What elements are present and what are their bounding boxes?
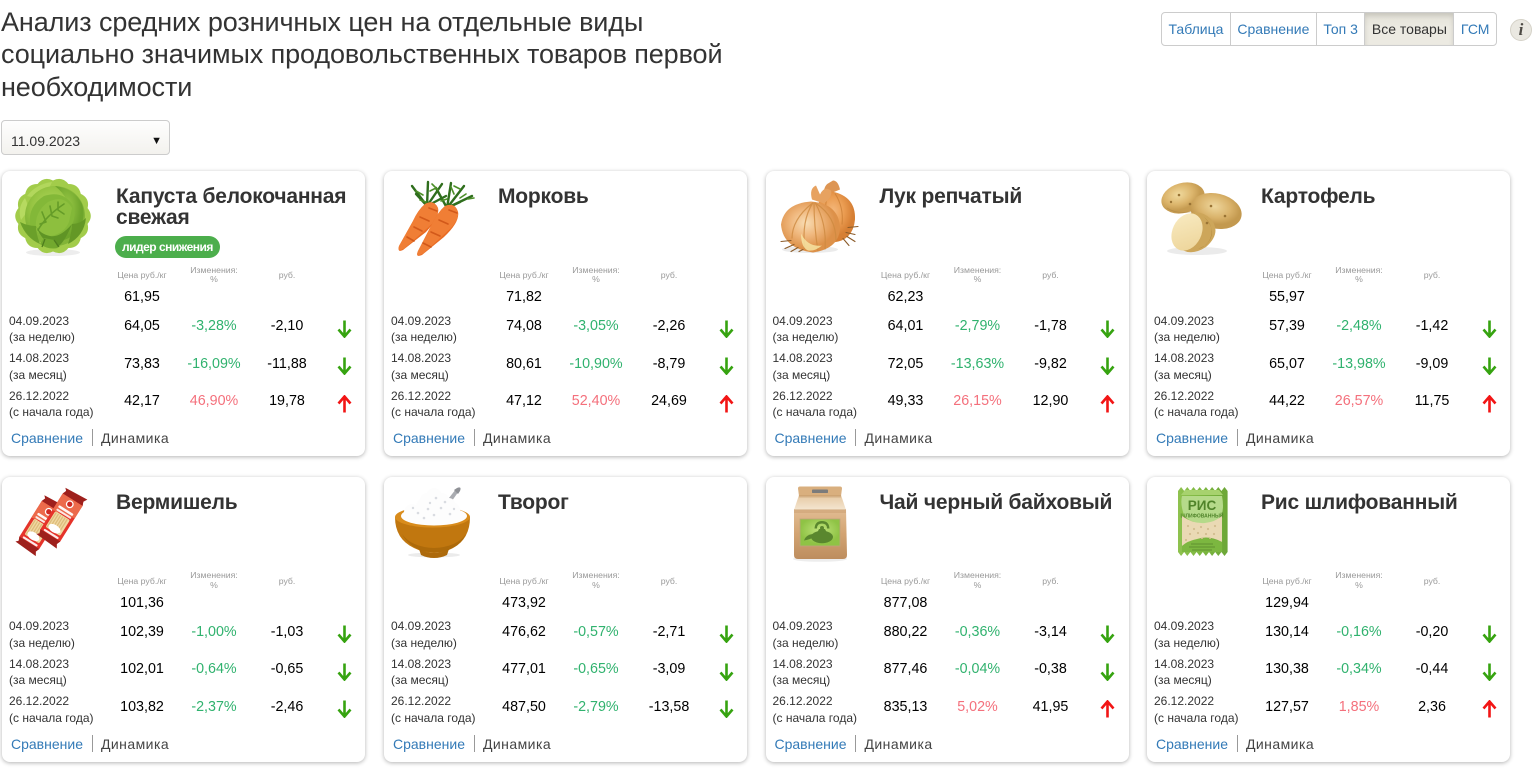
svg-text:ШЛИФОВАННЫЙ: ШЛИФОВАННЫЙ: [1181, 511, 1224, 519]
svg-text:РИС: РИС: [1188, 498, 1217, 513]
